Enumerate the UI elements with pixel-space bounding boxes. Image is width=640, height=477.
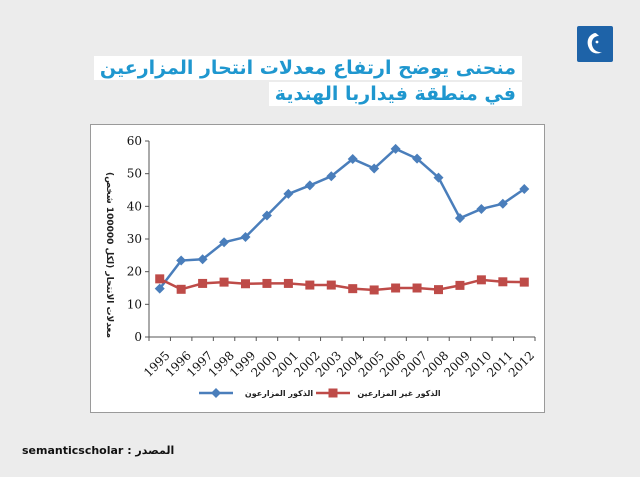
data-point-2 [262, 278, 272, 288]
legend: الذكور المزارعون الذكور غير المزارعين [199, 388, 441, 398]
data-point-1 [197, 254, 208, 265]
data-point-2 [476, 275, 486, 285]
data-point-2 [391, 283, 401, 293]
chart-panel: 0 10 20 30 40 50 60 1995 1996 1997 1998 1999 2000 20… [90, 124, 545, 413]
data-point-2 [412, 283, 422, 293]
data-point-2 [155, 274, 165, 284]
y-tick-label: 30 [127, 232, 142, 246]
data-point-1 [519, 184, 530, 195]
data-point-2 [326, 280, 336, 290]
data-point-1 [240, 232, 251, 243]
legend-marker [328, 388, 338, 398]
data-point-1 [326, 171, 337, 182]
x-tick-labels: 1995199619971998199920002001200220032004… [141, 348, 537, 380]
y-tick-label: 10 [127, 297, 142, 311]
series-layer [154, 143, 530, 295]
y-axis-label: معدلات الانتحار (لكل 100000 شخص) [104, 172, 114, 338]
data-point-2 [455, 280, 465, 290]
legend-marker [211, 388, 221, 398]
aljazeera-logo-icon [577, 26, 613, 62]
data-point-1 [433, 172, 444, 183]
title-line-2: في منطقة فيداربا الهندية [268, 82, 522, 106]
data-point-1 [390, 143, 401, 154]
series-line-2 [159, 277, 525, 292]
data-point-1 [219, 237, 230, 248]
data-point-2 [241, 279, 250, 289]
data-point-2 [498, 277, 508, 287]
data-point-2 [348, 284, 358, 294]
data-point-1 [261, 210, 272, 221]
chart-title: منحنى يوضح ارتفاع معدلات انتحار المزارعي… [93, 56, 522, 108]
data-point-1 [369, 163, 380, 174]
axes [145, 140, 536, 341]
line-chart: 0 10 20 30 40 50 60 19951996199719981999200020… [104, 134, 537, 398]
data-point-1 [454, 213, 465, 224]
data-point-1 [476, 203, 487, 214]
source-credit: semanticscholar المصدر : [22, 444, 174, 457]
data-point-2 [198, 278, 208, 288]
data-point-2 [176, 284, 186, 294]
source-value: semanticscholar [22, 444, 124, 457]
data-point-2 [305, 280, 315, 290]
data-point-1 [154, 283, 165, 294]
data-point-2 [434, 285, 443, 295]
data-point-2 [519, 277, 529, 287]
title-line-1: منحنى يوضح ارتفاع معدلات انتحار المزارعي… [93, 56, 522, 80]
data-point-1 [304, 180, 315, 191]
source-label: المصدر : [127, 444, 175, 457]
y-tick-label: 40 [127, 199, 142, 213]
data-point-1 [176, 255, 187, 266]
y-tick-label: 60 [127, 134, 142, 148]
y-tick-label: 50 [127, 167, 142, 181]
data-point-1 [497, 198, 508, 209]
data-point-1 [347, 153, 358, 164]
data-point-2 [219, 277, 229, 287]
data-point-1 [283, 188, 294, 199]
data-point-2 [283, 278, 293, 288]
legend-label: الذكور المزارعون [245, 389, 313, 398]
series-line-1 [158, 147, 525, 290]
data-point-2 [369, 285, 379, 295]
legend-label: الذكور غير المزارعين [357, 389, 441, 398]
data-point-1 [412, 153, 423, 164]
y-tick-label: 0 [134, 330, 142, 344]
y-tick-labels: 0 10 20 30 40 50 60 [127, 134, 142, 344]
y-tick-label: 20 [127, 265, 142, 279]
